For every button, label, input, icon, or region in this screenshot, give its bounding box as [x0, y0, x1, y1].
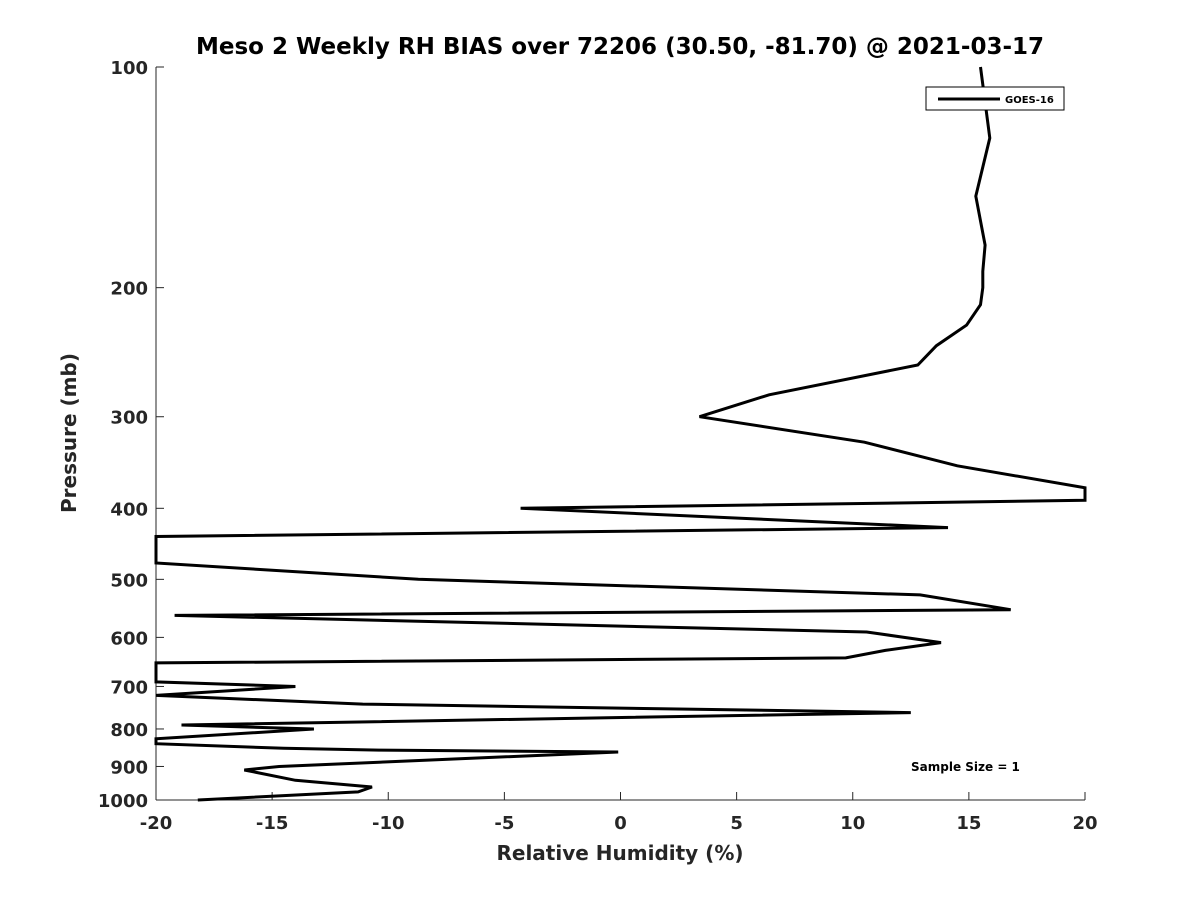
y-tick-label: 500: [110, 570, 148, 591]
x-axis-title: Relative Humidity (%): [496, 841, 743, 865]
y-tick-label: 300: [110, 408, 148, 429]
legend: GOES-16: [925, 86, 1065, 111]
x-tick-label: -15: [256, 813, 289, 834]
x-tick-label: 0: [614, 813, 627, 834]
series-line-goes-16: [154, 66, 1087, 802]
x-tick-label: -5: [494, 813, 514, 834]
y-tick-label: 600: [110, 628, 148, 649]
x-tick-label: -20: [140, 813, 173, 834]
sample-size-annotation: Sample Size = 1: [911, 760, 1020, 774]
x-tick-label: 5: [730, 813, 743, 834]
y-axis-ticks: 100 200 300 400 500 600 700 800 900 1000: [98, 58, 164, 812]
y-tick-label: 700: [110, 677, 148, 698]
chart-title: Meso 2 Weekly RH BIAS over 72206 (30.50,…: [196, 34, 1044, 60]
y-tick-label: 200: [110, 279, 148, 300]
x-tick-label: 15: [956, 813, 981, 834]
y-tick-label: 1000: [98, 791, 148, 812]
y-tick-label: 900: [110, 757, 148, 778]
x-tick-label: 20: [1072, 813, 1097, 834]
x-tick-label: 10: [840, 813, 865, 834]
y-axis-title: Pressure (mb): [57, 353, 81, 513]
series-group: [154, 66, 1087, 802]
x-axis-ticks: -20 -15 -10 -5 0 5 10 15 20: [140, 792, 1098, 834]
y-tick-label: 800: [110, 720, 148, 741]
x-tick-label: -10: [372, 813, 405, 834]
y-tick-label: 400: [110, 499, 148, 520]
legend-entry-goes-16: GOES-16: [1005, 95, 1054, 106]
y-tick-label: 100: [110, 58, 148, 79]
